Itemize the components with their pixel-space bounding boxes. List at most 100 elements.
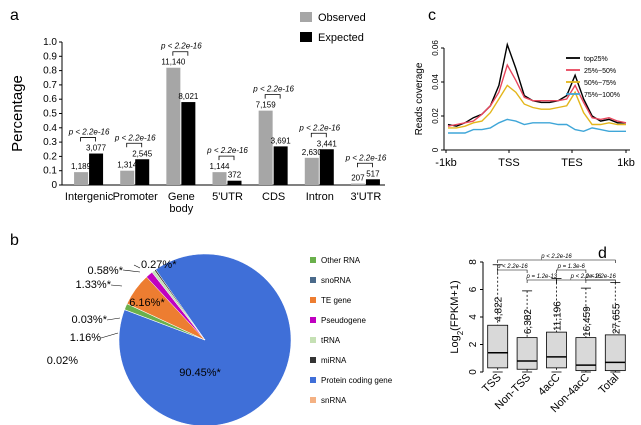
- bar-value-label: 517: [366, 169, 380, 178]
- bar-expected: [227, 180, 242, 185]
- comparison-pvalue: p = 1.2e-13: [526, 274, 558, 280]
- bar-observed: [212, 172, 227, 185]
- bar-expected: [181, 102, 196, 185]
- bar-observed: [258, 110, 273, 185]
- bar-observed: [350, 183, 365, 185]
- y-tick-label: 0.3: [43, 137, 57, 148]
- box: [604, 334, 626, 372]
- legend-label: TE gene: [321, 296, 352, 305]
- legend-label: Other RNA: [321, 256, 361, 265]
- bar-value-label: 1,189: [71, 162, 92, 171]
- significance-bracket: [80, 137, 96, 142]
- y-tick-label: 0.8: [43, 66, 57, 77]
- legend-swatch: [310, 317, 316, 323]
- sample-count-label: 4,822: [494, 296, 505, 321]
- bar-expected: [365, 179, 380, 185]
- legend-label: snoRNA: [321, 276, 351, 285]
- significance-bracket: [126, 142, 143, 148]
- panel-a-bar-chart: 0 0.1 0.2 0.3 0.4 0.5 0.6 0.7 0.8 0.9 1.0 Percentag…: [9, 12, 387, 215]
- x-category-label: Gene: [168, 191, 195, 203]
- legend-swatch-expected: [300, 32, 312, 42]
- comparison-bracket: [497, 269, 528, 273]
- pvalue-label: p < 2.2e-16: [114, 133, 156, 142]
- y-tick-label: 1.0: [43, 37, 57, 48]
- significance-bracket: [357, 162, 373, 168]
- legend-swatch: [310, 377, 316, 383]
- panel-c-line-chart: 0 0.02 0.04 0.06 Reads coverage -1kb TSS TES 1kb…: [414, 40, 635, 169]
- y-tick-label: 0.6: [43, 94, 57, 105]
- y-tick-label: 0: [51, 180, 57, 191]
- legend-label: top25%: [584, 56, 608, 63]
- x-tick-label: 1kb: [617, 157, 635, 169]
- bar-expected: [135, 159, 150, 185]
- legend-swatch: [310, 277, 316, 283]
- comparison-pvalue: p < 2.2e-16: [584, 274, 616, 280]
- y-tick-label: 2: [468, 341, 479, 347]
- significance-bracket: [218, 155, 235, 161]
- bar-observed: [120, 170, 135, 185]
- legend-label: miRNA: [321, 356, 347, 365]
- legend-swatch: [310, 257, 316, 263]
- sample-count-label: 11,196: [553, 301, 564, 331]
- x-tick-label: TSS: [498, 157, 519, 169]
- bar-value-label: 3,077: [86, 144, 107, 153]
- bar-observed: [74, 172, 89, 185]
- bar-expected: [89, 153, 104, 185]
- comparison-bracket: [585, 279, 616, 283]
- panel-b-pie-chart: 90.45%* 6.16%* 0.58%* 0.27%* 1.33%* 0.03%* 1.1…: [47, 253, 393, 425]
- x-category-label: body: [169, 203, 193, 215]
- y-tick-label: 0.5: [43, 109, 57, 120]
- y-axis-label: Log2(FPKM+1): [449, 280, 465, 353]
- significance-bracket: [264, 94, 281, 99]
- y-tick-label: 0.1: [43, 166, 57, 177]
- y-tick-label: 0.7: [43, 80, 57, 91]
- bar-value-label: 3,691: [271, 136, 292, 145]
- series-line-3: [448, 118, 626, 134]
- x-category-label: 3'UTR: [351, 191, 382, 203]
- x-tick-label: -1kb: [435, 157, 456, 169]
- legend-swatch: [310, 357, 316, 363]
- legend-label: Observed: [318, 12, 366, 24]
- bar-expected: [273, 146, 288, 185]
- y-tick-label: 0: [431, 147, 440, 152]
- y-tick-label: 0.9: [43, 51, 57, 62]
- x-category-label: 5'UTR: [212, 191, 243, 203]
- box: [487, 324, 509, 369]
- legend-label: tRNA: [321, 336, 341, 345]
- pie-slice-label: 1.33%*: [76, 279, 112, 291]
- bar-value-label: 2,545: [132, 149, 153, 158]
- pvalue-label: p < 2.2e-16: [252, 85, 294, 94]
- pie-slice-label: 90.45%*: [179, 367, 221, 379]
- leader-line: [122, 269, 141, 273]
- pie-slice-label: 0.03%*: [72, 314, 108, 326]
- leader-line: [110, 284, 123, 287]
- bar-expected: [319, 149, 334, 185]
- comparison-pvalue: p < 2.2e-16: [496, 264, 528, 270]
- pvalue-label: p < 2.2e-16: [160, 42, 202, 51]
- y-axis-label: Percentage: [9, 75, 26, 152]
- y-axis-label: Reads coverage: [414, 62, 425, 135]
- significance-bracket: [172, 51, 189, 56]
- x-category-label: Promoter: [113, 191, 159, 203]
- pie-slice-label: 0.58%*: [88, 265, 124, 277]
- pie-slice-mirna: [154, 269, 206, 341]
- comparison-bracket: [556, 269, 587, 273]
- legend-swatch: [310, 397, 316, 403]
- pvalue-label: p < 2.2e-16: [345, 153, 387, 162]
- bar-value-label: 7,159: [256, 101, 277, 110]
- bar-observed: [166, 67, 181, 185]
- box: [546, 331, 567, 369]
- y-tick-label: 8: [468, 259, 479, 265]
- y-tick-label: 0.2: [43, 151, 57, 162]
- sample-count-label: 27,655: [611, 303, 622, 334]
- leader-line: [100, 332, 119, 339]
- panel-label-b: b: [10, 232, 19, 249]
- y-tick-label: 0: [468, 369, 479, 375]
- legend-label: 50%~75%: [584, 80, 616, 87]
- comparison-bracket: [497, 259, 616, 263]
- box: [516, 337, 538, 370]
- panel-label-d: d: [598, 245, 607, 262]
- x-category-label: Total: [596, 372, 621, 397]
